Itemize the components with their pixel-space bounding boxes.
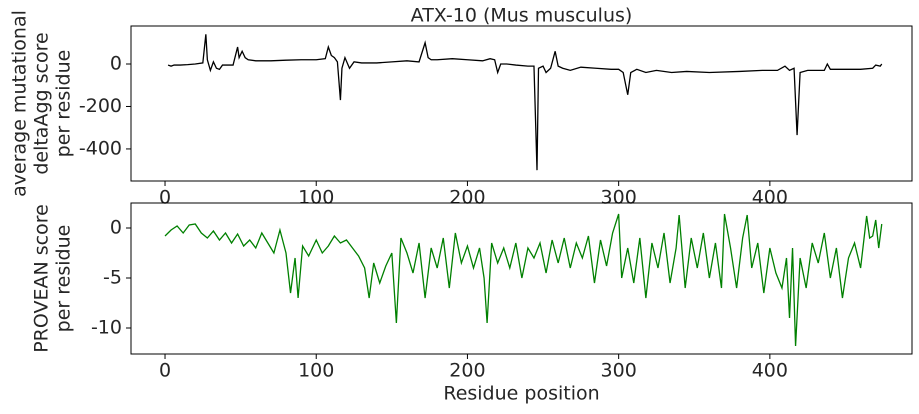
y-axis-label: per residue	[53, 50, 75, 158]
data-line	[167, 34, 883, 171]
x-tick-label: 100	[298, 187, 334, 209]
x-tick-label: 300	[601, 187, 637, 209]
x-tick-label: 100	[298, 360, 334, 382]
y-tick-label: -5	[103, 267, 122, 289]
y-axis-label: per residue	[53, 225, 75, 333]
y-tick-label: -400	[79, 137, 122, 159]
axes-frame	[130, 25, 913, 182]
x-tick-label: 300	[601, 360, 637, 382]
x-tick-label: 200	[449, 187, 485, 209]
x-tick-label: 0	[159, 187, 171, 209]
x-tick-label: 200	[449, 360, 485, 382]
y-tick-label: 0	[110, 217, 122, 239]
y-axis-label: PROVEAN score	[31, 204, 53, 353]
data-line	[164, 213, 883, 347]
x-axis-label: Residue position	[443, 383, 599, 405]
y-axis-label: deltaAgg score	[31, 32, 53, 174]
chart-title: ATX-10 (Mus musculus)	[411, 5, 633, 27]
x-tick-label: 0	[159, 360, 171, 382]
y-tick-label: -200	[79, 95, 122, 117]
y-tick-label: 0	[110, 53, 122, 75]
y-tick-label: -10	[91, 317, 122, 339]
x-tick-label: 400	[752, 360, 788, 382]
x-tick-label: 400	[752, 187, 788, 209]
y-axis-label: average mutational	[9, 10, 31, 197]
